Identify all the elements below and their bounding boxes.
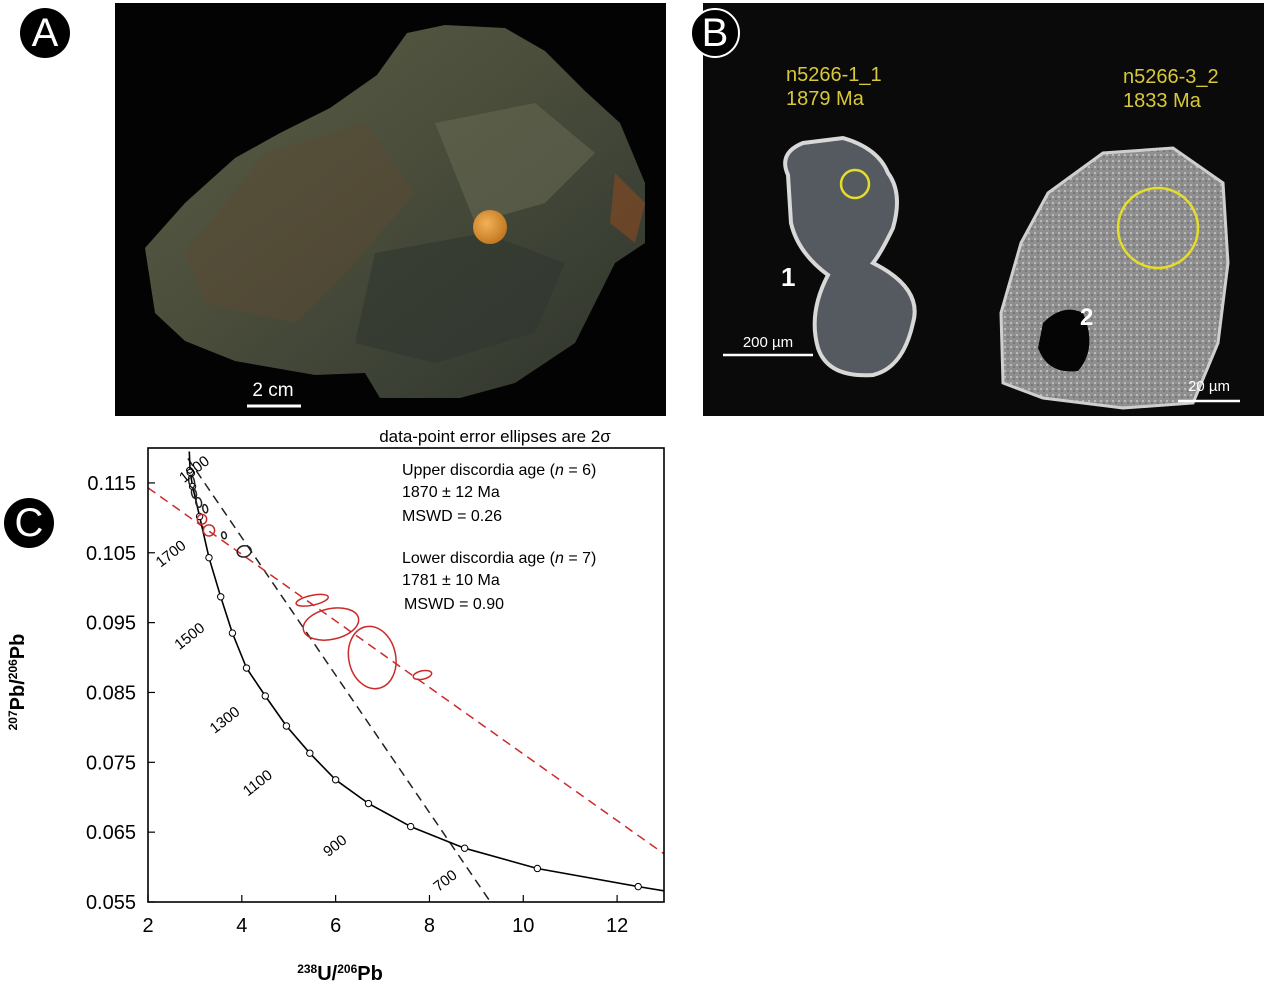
y-tick-label: 0.115 (87, 473, 136, 495)
scale-label-b1: 200 µm (743, 334, 793, 351)
y-tick-label: 0.105 (86, 543, 136, 565)
panel-label-b: B (690, 8, 740, 58)
lower-discordia-age: 1781 ± 10 Ma (402, 572, 500, 589)
error-ellipse (220, 531, 228, 540)
concordia-age-tick (460, 844, 469, 852)
upper-discordia-title: Upper discordia age (n = 6) (402, 462, 596, 479)
error-ellipse (236, 544, 252, 558)
error-ellipse (347, 625, 397, 690)
concordia-age-tick (217, 593, 225, 601)
scale-label-a: 2 cm (252, 380, 293, 401)
lower-discordia-title: Lower discordia age (n = 7) (402, 550, 596, 567)
x-tick-label: 2 (142, 915, 153, 937)
grain-1-age: 1879 Ma (786, 88, 865, 110)
concordia-age-tick (406, 822, 415, 831)
y-tick-label: 0.085 (86, 682, 136, 704)
concordia-age-tick (331, 776, 340, 784)
concordia-age-label: 1700 (153, 537, 190, 571)
concordia-age-tick (228, 629, 237, 637)
grain-2-number: 2 (1080, 304, 1093, 331)
concordia-age-tick (261, 692, 269, 700)
concordia-age-tick (364, 799, 373, 808)
grain-2-age: 1833 Ma (1123, 90, 1202, 112)
error-ellipse (302, 607, 360, 641)
rock-specimen-photo: 2 cm (115, 3, 666, 416)
concordia-curve (188, 451, 664, 892)
concordia-age-tick (242, 664, 251, 672)
concordia-age-label: 1300 (207, 703, 244, 737)
panel-label-a: A (20, 8, 70, 58)
concordia-age-tick (205, 553, 213, 562)
lower-discordia-line (148, 487, 664, 855)
plot-frame (147, 447, 665, 903)
y-tick-label: 0.075 (86, 752, 136, 774)
grain-1-number: 1 (781, 262, 795, 292)
zircon-bse-image: n5266-1_1 1879 Ma 1 200 µm n5266-3_2 183… (723, 64, 1240, 410)
rock-specimen-image: 2 cm (145, 25, 645, 408)
error-ellipse (412, 669, 433, 681)
concordia-age-label: 700 (430, 867, 460, 896)
analysis-spot-1 (839, 168, 871, 200)
x-tick-label: 12 (606, 915, 628, 937)
x-tick-label: 10 (512, 915, 534, 937)
grain-2-name: n5266-3_2 (1123, 66, 1219, 88)
x-axis-label: 238U/206Pb (297, 962, 383, 985)
upper-discordia-age: 1870 ± 12 Ma (402, 484, 500, 501)
concordia-age-tick (634, 882, 642, 891)
x-tick-label: 4 (236, 915, 247, 937)
error-ellipse (202, 524, 216, 537)
concordia-age-label: 1100 (240, 767, 276, 800)
concordia-age-label: 1500 (171, 620, 208, 654)
panel-label-c: C (4, 498, 54, 548)
error-ellipse (190, 487, 198, 499)
upper-discordia-mswd: MSWD = 0.26 (402, 508, 502, 525)
x-tick-label: 6 (330, 915, 341, 937)
coin-scale-reference (473, 210, 507, 244)
analysis-spot-2 (1116, 186, 1200, 270)
error-ellipse (295, 593, 330, 607)
y-tick-label: 0.055 (86, 892, 136, 914)
concordia-age-tick (306, 749, 314, 757)
error-ellipse (187, 474, 196, 489)
error-ellipse (194, 496, 203, 509)
chart-title: data-point error ellipses are 2σ (379, 427, 611, 446)
concordia-age-label: 900 (320, 832, 350, 861)
scale-label-b2: 20 µm (1188, 378, 1230, 395)
concordia-age-tick (533, 864, 542, 873)
y-axis-label: 207Pb/206Pb (6, 634, 29, 731)
error-ellipse (196, 513, 208, 525)
lower-discordia-mswd: MSWD = 0.90 (404, 596, 504, 613)
zircon-bse-photo: n5266-1_1 1879 Ma 1 200 µm n5266-3_2 183… (703, 3, 1264, 416)
y-tick-label: 0.065 (86, 822, 136, 844)
error-ellipse (202, 503, 209, 514)
concordia-chart: 1900 1700 1500 1300 1100 900 700 2 4 6 8 10 12 0.055 0… (0, 420, 680, 988)
grain-1-name: n5266-1_1 (786, 64, 882, 86)
concordia-age-tick (282, 722, 291, 730)
x-tick-label: 8 (424, 915, 435, 937)
y-tick-label: 0.095 (86, 613, 136, 635)
